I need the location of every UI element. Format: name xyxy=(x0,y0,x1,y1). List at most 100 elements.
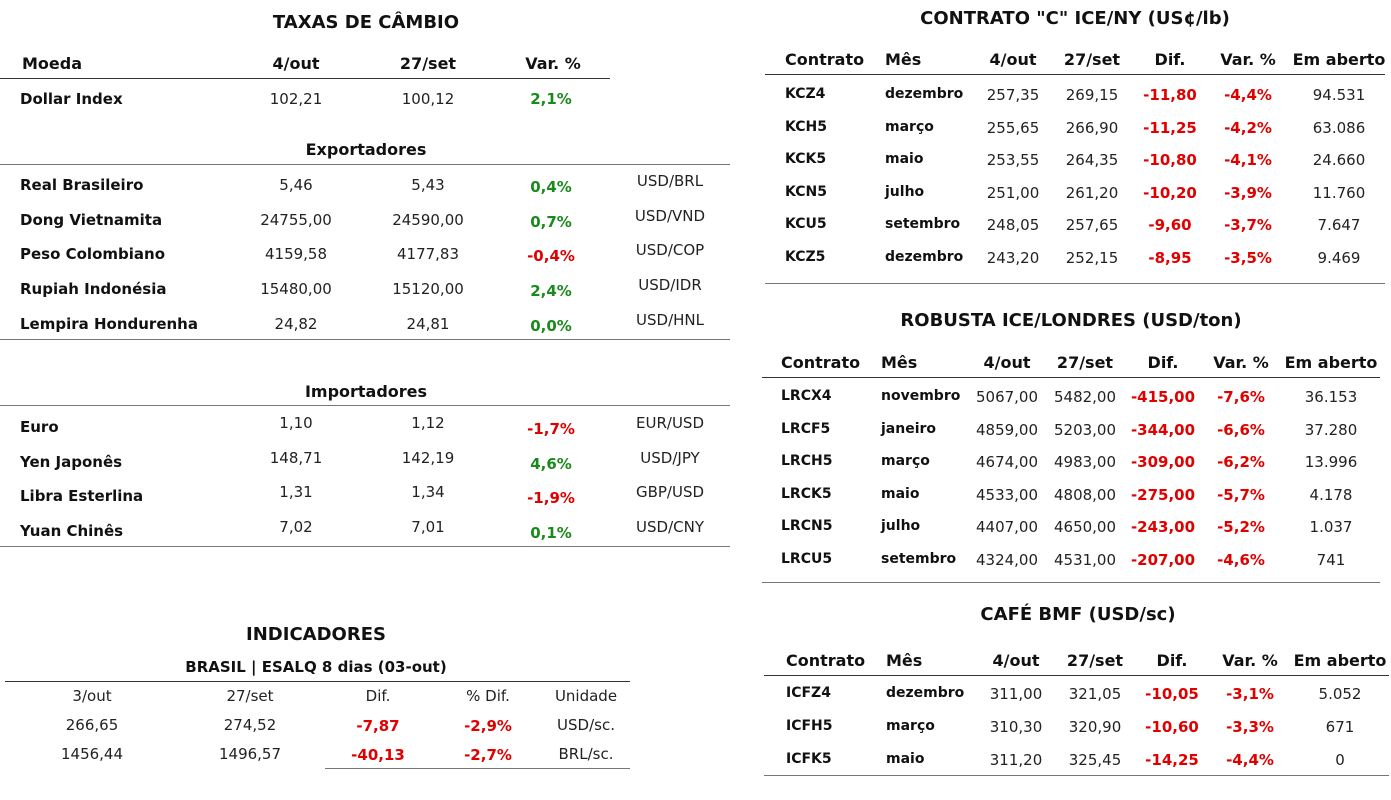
indicador-unit: USD/sc. xyxy=(557,716,615,734)
contrato_c-value-2: 264,35 xyxy=(1065,151,1119,169)
contrato_c-header: Var. % xyxy=(1220,50,1276,69)
robusta-value-1: 4324,00 xyxy=(975,550,1039,569)
contrato_c-contract-code: KCN5 xyxy=(785,183,827,200)
exportadores-top-rule xyxy=(0,164,730,165)
contrato_c-month: maio xyxy=(885,151,924,167)
contrato_c-open-interest: 63.086 xyxy=(1312,118,1366,137)
contrato_c-open-interest: 9.469 xyxy=(1317,248,1361,267)
bmf-contract-code: ICFK5 xyxy=(786,751,832,767)
robusta-header: Var. % xyxy=(1213,353,1269,372)
bmf-month: dezembro xyxy=(886,685,965,701)
indicador-value-1: 1456,44 xyxy=(60,745,124,763)
contrato_c-value-1: 243,20 xyxy=(986,248,1040,267)
contrato_c-value-2: 266,90 xyxy=(1065,118,1119,137)
importador-value-1: 148,71 xyxy=(269,449,323,467)
importador-unit: USD/JPY xyxy=(640,449,700,467)
contrato_c-contract-code: KCZ5 xyxy=(785,248,826,265)
exportador-var: 0,4% xyxy=(530,178,572,196)
bmf-open-interest: 5.052 xyxy=(1318,685,1362,703)
robusta-value-1: 5067,00 xyxy=(975,388,1039,406)
exportador-var: 0,0% xyxy=(530,317,572,335)
exportador-value-2: 24590,00 xyxy=(392,211,464,229)
bmf-header: Em aberto xyxy=(1293,651,1387,670)
contrato_c-bottom-rule xyxy=(765,283,1385,284)
contrato_c-value-1: 257,35 xyxy=(986,86,1040,104)
contrato_c-header: 4/out xyxy=(989,50,1037,69)
contrato_c-value-2: 257,65 xyxy=(1065,216,1119,234)
contrato_c-dif: -8,95 xyxy=(1148,248,1192,267)
robusta-header: Mês xyxy=(881,353,918,372)
contrato_c-open-interest: 24.660 xyxy=(1312,151,1366,169)
bmf-contract-code: ICFH5 xyxy=(786,718,833,734)
bmf-month: março xyxy=(886,718,935,734)
bmf-header: 4/out xyxy=(992,651,1040,670)
contrato_c-dif: -10,80 xyxy=(1143,151,1197,169)
importador-unit: EUR/USD xyxy=(636,414,704,432)
contrato_c-var: -3,5% xyxy=(1224,248,1272,267)
indicadores-header: 3/out xyxy=(72,687,112,705)
bmf-header-rule xyxy=(764,675,1389,676)
contrato_c-value-1: 251,00 xyxy=(986,183,1040,202)
contrato_c-value-1: 255,65 xyxy=(986,118,1040,137)
exportador-value-2: 15120,00 xyxy=(392,280,464,298)
contrato_c-month: setembro xyxy=(885,216,961,232)
robusta-contract-code: LRCF5 xyxy=(781,420,831,437)
importador-unit: USD/CNY xyxy=(636,518,704,536)
importador-value-2: 142,19 xyxy=(401,449,455,467)
fx-header-date1: 4/out xyxy=(272,54,320,73)
exportador-value-2: 24,81 xyxy=(406,315,450,333)
contrato_c-open-interest: 11.760 xyxy=(1312,183,1366,202)
exportador-value-1: 24755,00 xyxy=(260,211,332,229)
contrato_c-month: dezembro xyxy=(885,86,964,102)
importadores-bottom-rule xyxy=(0,546,730,547)
bmf-title: CAFÉ BMF (USD/sc) xyxy=(980,604,1176,625)
indicadores-bottom-rule xyxy=(325,768,630,769)
importador-value-2: 7,01 xyxy=(411,518,445,536)
contrato_c-dif: -11,80 xyxy=(1143,86,1197,104)
robusta-header-rule xyxy=(762,377,1380,378)
indicadores-header: Dif. xyxy=(365,687,391,705)
indicador-pct-dif: -2,7% xyxy=(464,746,512,764)
bmf-header: Mês xyxy=(886,651,923,670)
exportador-value-2: 5,43 xyxy=(411,176,445,194)
contrato_c-value-1: 248,05 xyxy=(986,216,1040,234)
exportador-name: Lempira Hondurenha xyxy=(20,315,198,333)
importador-var: -1,7% xyxy=(527,420,575,438)
bmf-header: 27/set xyxy=(1066,651,1124,670)
bmf-value-2: 320,90 xyxy=(1068,718,1122,736)
contrato_c-contract-code: KCH5 xyxy=(785,118,827,135)
contrato_c-contract-code: KCU5 xyxy=(785,216,827,232)
dollar-index-value-2: 100,12 xyxy=(401,90,455,108)
importador-name: Yuan Chinês xyxy=(20,522,124,540)
robusta-var: -5,2% xyxy=(1217,518,1265,536)
bmf-value-1: 310,30 xyxy=(989,718,1043,736)
contrato_c-dif: -9,60 xyxy=(1148,216,1192,234)
robusta-header: Em aberto xyxy=(1284,353,1378,372)
robusta-month: maio xyxy=(881,485,920,502)
robusta-title: ROBUSTA ICE/LONDRES (USD/ton) xyxy=(900,310,1242,331)
indicadores-header: 27/set xyxy=(226,687,274,705)
contrato_c-open-interest: 7.647 xyxy=(1317,216,1361,234)
exportador-unit: USD/IDR xyxy=(638,276,702,294)
importador-name: Libra Esterlina xyxy=(20,487,144,505)
bmf-contract-code: ICFZ4 xyxy=(786,685,831,701)
importador-var: -1,9% xyxy=(527,489,575,507)
fx-title: TAXAS DE CÂMBIO xyxy=(272,12,460,33)
importador-var: 4,6% xyxy=(530,455,572,473)
bmf-dif: -14,25 xyxy=(1145,751,1199,769)
dollar-index-label: Dollar Index xyxy=(20,90,123,108)
importador-value-1: 7,02 xyxy=(279,518,313,536)
fx-header-var: Var. % xyxy=(525,54,581,73)
robusta-month: janeiro xyxy=(881,420,937,437)
indicadores-title: INDICADORES xyxy=(246,624,386,645)
bmf-value-1: 311,20 xyxy=(989,751,1043,769)
robusta-open-interest: 741 xyxy=(1316,550,1346,569)
indicador-value-2: 274,52 xyxy=(223,716,277,734)
importador-value-1: 1,10 xyxy=(279,414,313,432)
robusta-open-interest: 36.153 xyxy=(1304,388,1358,406)
indicador-dif: -40,13 xyxy=(351,746,405,764)
bmf-var: -4,4% xyxy=(1226,751,1274,769)
contrato_c-month: março xyxy=(885,118,934,135)
robusta-month: julho xyxy=(881,518,921,534)
robusta-dif: -344,00 xyxy=(1130,420,1196,439)
